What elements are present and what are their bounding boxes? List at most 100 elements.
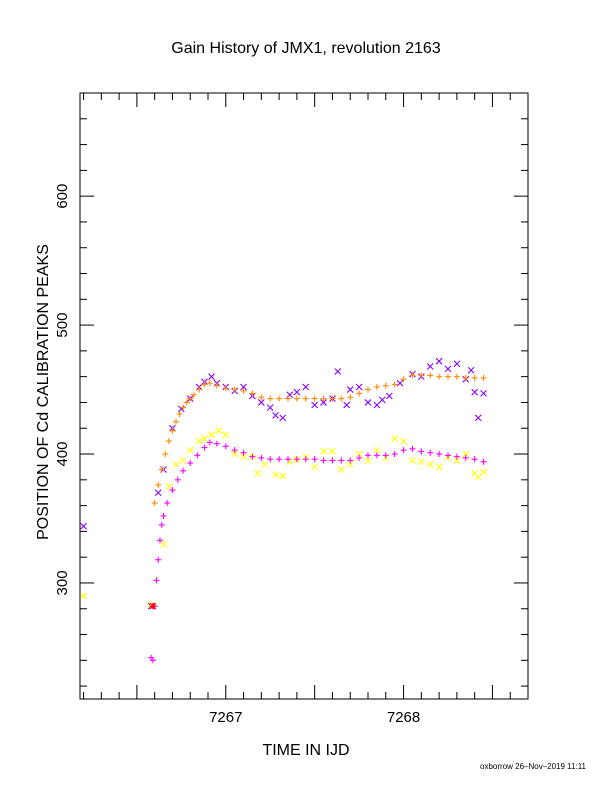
data-point <box>240 449 247 456</box>
data-point <box>436 451 443 458</box>
data-point <box>172 460 180 468</box>
data-point <box>445 452 451 459</box>
data-point <box>261 460 269 468</box>
data-point <box>80 522 87 530</box>
data-point <box>276 456 283 463</box>
data-point <box>337 466 345 473</box>
data-point <box>222 431 230 439</box>
data-point <box>453 360 461 368</box>
data-point <box>169 427 176 434</box>
data-point <box>480 468 487 476</box>
data-point <box>329 395 336 402</box>
y-tick-label: 300 <box>54 570 71 595</box>
data-point <box>435 463 443 471</box>
data-point <box>186 446 194 454</box>
data-point <box>347 457 354 464</box>
data-point <box>373 383 380 390</box>
data-point <box>258 454 265 461</box>
data-point <box>480 390 487 397</box>
data-point <box>208 373 215 381</box>
axis-ticks <box>80 92 529 699</box>
data-point <box>462 374 469 381</box>
data-point <box>187 395 194 402</box>
data-point <box>329 448 336 455</box>
data-point <box>160 540 167 548</box>
data-point <box>453 373 460 380</box>
data-point <box>378 396 386 404</box>
data-point <box>293 456 300 463</box>
data-point <box>400 447 407 454</box>
data-point <box>201 444 208 451</box>
data-point <box>240 453 247 460</box>
data-point <box>257 399 265 406</box>
data-point <box>165 438 172 445</box>
data-point <box>373 452 380 459</box>
data-point <box>334 368 342 375</box>
data-point <box>267 456 274 463</box>
data-point <box>293 395 300 402</box>
data-point <box>343 401 351 409</box>
data-point <box>222 385 229 392</box>
data-point <box>471 456 478 463</box>
data-point <box>285 395 291 402</box>
data-point <box>462 450 470 458</box>
data-point <box>201 381 208 388</box>
data-point <box>160 512 167 519</box>
data-point <box>320 457 327 464</box>
tick-labels: 7267 7268 300 400 500 600 <box>54 184 420 726</box>
data-point <box>180 467 187 474</box>
data-point <box>311 456 318 463</box>
data-point <box>427 449 434 456</box>
data-point <box>400 376 407 383</box>
data-point <box>213 440 220 447</box>
data-point <box>149 657 156 664</box>
data-point <box>355 450 363 458</box>
data-point <box>347 394 354 401</box>
data-point <box>231 447 238 454</box>
footer-credit: oxborrow 26–Nov–2019 11:11 <box>480 762 587 771</box>
data-point <box>173 418 179 425</box>
data-point <box>396 379 404 387</box>
data-point <box>355 383 363 391</box>
data-point <box>254 469 262 477</box>
data-point <box>206 439 213 446</box>
data-point <box>231 386 238 393</box>
data-point <box>471 374 478 381</box>
data-point <box>338 395 345 402</box>
data-point <box>385 392 393 400</box>
y-tick-label: 600 <box>54 184 71 209</box>
data-point <box>154 489 162 497</box>
x-tick-label: 7267 <box>209 709 242 726</box>
data-point <box>409 457 416 464</box>
data-point <box>320 395 327 402</box>
data-point <box>302 456 309 463</box>
data-point <box>427 372 434 379</box>
data-point <box>222 443 229 450</box>
data-point <box>249 453 256 460</box>
data-point <box>338 457 345 464</box>
data-point <box>418 372 425 379</box>
data-point <box>240 383 247 391</box>
data-point <box>176 411 183 418</box>
data-point <box>206 380 213 387</box>
data-point <box>311 401 319 409</box>
data-point <box>195 437 203 445</box>
data-point <box>382 382 389 389</box>
data-point <box>149 602 157 610</box>
data-point <box>426 362 434 370</box>
data-point <box>272 471 279 479</box>
data-point <box>417 458 425 466</box>
data-point <box>409 445 416 452</box>
data-point <box>356 390 363 397</box>
data-point <box>474 473 482 481</box>
data-point <box>453 457 461 464</box>
data-point <box>364 399 372 406</box>
data-point <box>157 537 163 544</box>
data-point <box>164 500 171 507</box>
data-point <box>208 431 215 439</box>
data-point <box>155 556 162 563</box>
data-point <box>329 457 336 464</box>
data-point <box>445 373 451 380</box>
data-point <box>453 453 460 460</box>
